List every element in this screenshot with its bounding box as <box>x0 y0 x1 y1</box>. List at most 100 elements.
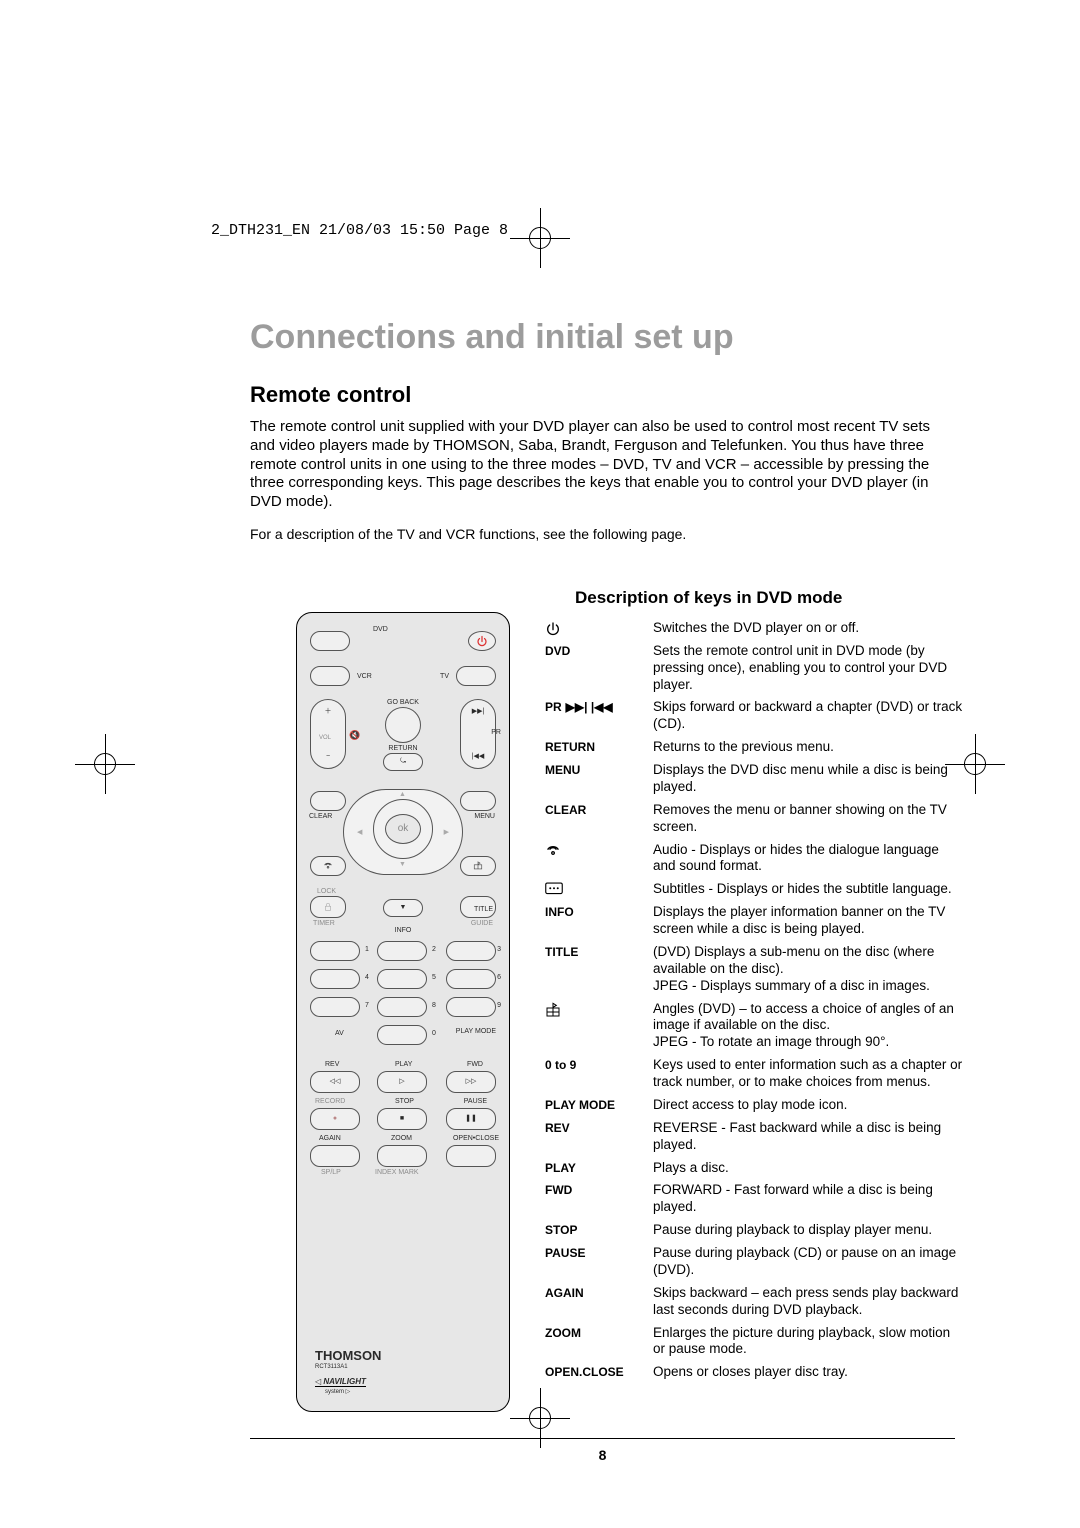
file-header: 2_DTH231_EN 21/08/03 15:50 Page 8 <box>211 222 508 239</box>
keys-table: Switches the DVD player on or off. DVDSet… <box>545 620 965 1387</box>
key-label: MENU <box>545 762 653 796</box>
key-label: REV <box>545 1120 653 1154</box>
remote-label-lock: LOCK <box>317 888 336 895</box>
key-desc: Pause during playback (CD) or pause on a… <box>653 1245 965 1279</box>
key-desc: Angles (DVD) – to access a choice of ang… <box>653 1001 965 1052</box>
key-label: 0 to 9 <box>545 1057 653 1091</box>
numpad-4: 4 <box>365 974 369 981</box>
key-desc: Returns to the previous menu. <box>653 739 965 756</box>
remote-illustration: DVD VCR TV ＋ − ▶▶| |◀◀ VOL <box>296 612 510 1412</box>
remote-navilight: ◁ NAVILIGHT <box>315 1377 366 1387</box>
content: Connections and initial set up Remote co… <box>250 318 955 612</box>
key-label: OPEN.CLOSE <box>545 1364 653 1381</box>
key-row: PR▶▶| |◀◀Skips forward or backward a cha… <box>545 699 965 733</box>
remote-label-guide: GUIDE <box>471 920 493 927</box>
key-desc: Direct access to play mode icon. <box>653 1097 965 1114</box>
key-desc: Keys used to enter information such as a… <box>653 1057 965 1091</box>
key-row: OPEN.CLOSEOpens or closes player disc tr… <box>545 1364 965 1381</box>
remote-label-tv: TV <box>440 673 449 680</box>
numpad-9: 9 <box>497 1002 501 1009</box>
key-label: PLAY <box>545 1160 653 1177</box>
remote-label-dvd: DVD <box>373 626 388 633</box>
remote-label-goback: GO BACK <box>387 699 419 706</box>
key-label: INFO <box>545 904 653 938</box>
cropmark-bottom <box>520 1398 560 1438</box>
key-row: FWDFORWARD - Fast forward while a disc i… <box>545 1182 965 1216</box>
key-row: CLEARRemoves the menu or banner showing … <box>545 802 965 836</box>
key-desc: Removes the menu or banner showing on th… <box>653 802 965 836</box>
key-desc: Skips forward or backward a chapter (DVD… <box>653 699 965 733</box>
numpad-5: 5 <box>432 974 436 981</box>
remote-model: RCT3113A1 <box>315 1364 348 1370</box>
key-desc: Plays a disc. <box>653 1160 965 1177</box>
cropmark-left <box>85 744 125 784</box>
sub-paragraph: For a description of the TV and VCR func… <box>250 526 955 542</box>
key-label <box>545 842 653 876</box>
key-desc: Opens or closes player disc tray. <box>653 1364 965 1381</box>
remote-label-clear: CLEAR <box>309 813 332 820</box>
key-desc: Sets the remote control unit in DVD mode… <box>653 643 965 694</box>
remote-label-fwd: FWD <box>467 1061 483 1068</box>
key-label: FWD <box>545 1182 653 1216</box>
key-row: ZOOMEnlarges the picture during playback… <box>545 1325 965 1359</box>
key-row: DVDSets the remote control unit in DVD m… <box>545 643 965 694</box>
remote-label-playmode: PLAY MODE <box>456 1028 496 1035</box>
numpad-1: 1 <box>365 946 369 953</box>
key-desc: Enlarges the picture during playback, sl… <box>653 1325 965 1359</box>
remote-label-timer: TIMER <box>313 920 335 927</box>
key-label: AGAIN <box>545 1285 653 1319</box>
main-title: Connections and initial set up <box>250 318 955 357</box>
numpad-0: 0 <box>432 1030 436 1037</box>
remote-label-again: AGAIN <box>319 1135 341 1142</box>
remote-label-openclose: OPEN•CLOSE <box>453 1135 499 1142</box>
key-desc: FORWARD - Fast forward while a disc is b… <box>653 1182 965 1216</box>
key-desc: Audio - Displays or hides the dialogue l… <box>653 842 965 876</box>
key-desc: Displays the DVD disc menu while a disc … <box>653 762 965 796</box>
cropmark-top <box>520 218 560 258</box>
numpad-3: 3 <box>497 946 501 953</box>
remote-label-menu: MENU <box>474 813 495 820</box>
remote-label-vcr: VCR <box>357 673 372 680</box>
remote-label-record: RECORD <box>315 1098 345 1105</box>
remote-label-stop: STOP <box>395 1098 414 1105</box>
numpad-7: 7 <box>365 1002 369 1009</box>
remote-label-rev: REV <box>325 1061 339 1068</box>
key-row: TITLE(DVD) Displays a sub-menu on the di… <box>545 944 965 995</box>
key-row: INFODisplays the player information bann… <box>545 904 965 938</box>
key-row: PLAYPlays a disc. <box>545 1160 965 1177</box>
numpad-2: 2 <box>432 946 436 953</box>
intro-paragraph: The remote control unit supplied with yo… <box>250 418 955 512</box>
section-title: Remote control <box>250 382 955 408</box>
key-desc: Subtitles - Displays or hides the subtit… <box>653 881 965 898</box>
key-row: Switches the DVD player on or off. <box>545 620 965 637</box>
key-label <box>545 881 653 898</box>
key-label <box>545 620 653 637</box>
key-desc: Skips backward – each press sends play b… <box>653 1285 965 1319</box>
remote-label-zoom: ZOOM <box>391 1135 412 1142</box>
page-number: 8 <box>599 1447 607 1463</box>
remote-label-av: AV <box>335 1030 344 1037</box>
key-row: Audio - Displays or hides the dialogue l… <box>545 842 965 876</box>
desc-title: Description of keys in DVD mode <box>575 588 842 608</box>
key-row: Angles (DVD) – to access a choice of ang… <box>545 1001 965 1052</box>
key-row: 0 to 9Keys used to enter information suc… <box>545 1057 965 1091</box>
remote-label-title: TITLE <box>474 906 493 913</box>
key-desc: REVERSE - Fast backward while a disc is … <box>653 1120 965 1154</box>
key-desc: Switches the DVD player on or off. <box>653 620 965 637</box>
key-row: PAUSEPause during playback (CD) or pause… <box>545 1245 965 1279</box>
key-row: Subtitles - Displays or hides the subtit… <box>545 881 965 898</box>
remote-label-pause: PAUSE <box>464 1098 487 1105</box>
remote-label-splp: SP/LP <box>321 1169 341 1176</box>
key-label: CLEAR <box>545 802 653 836</box>
key-label: PR▶▶| |◀◀ <box>545 699 653 733</box>
key-label: ZOOM <box>545 1325 653 1359</box>
key-label: PLAY MODE <box>545 1097 653 1114</box>
numpad-8: 8 <box>432 1002 436 1009</box>
key-row: MENUDisplays the DVD disc menu while a d… <box>545 762 965 796</box>
remote-label-index: INDEX MARK <box>375 1169 419 1176</box>
key-row: STOPPause during playback to display pla… <box>545 1222 965 1239</box>
numpad-6: 6 <box>497 974 501 981</box>
remote-label-play: PLAY <box>395 1061 412 1068</box>
remote-label-pr: PR <box>491 729 501 736</box>
page-footer: 8 <box>250 1438 955 1463</box>
